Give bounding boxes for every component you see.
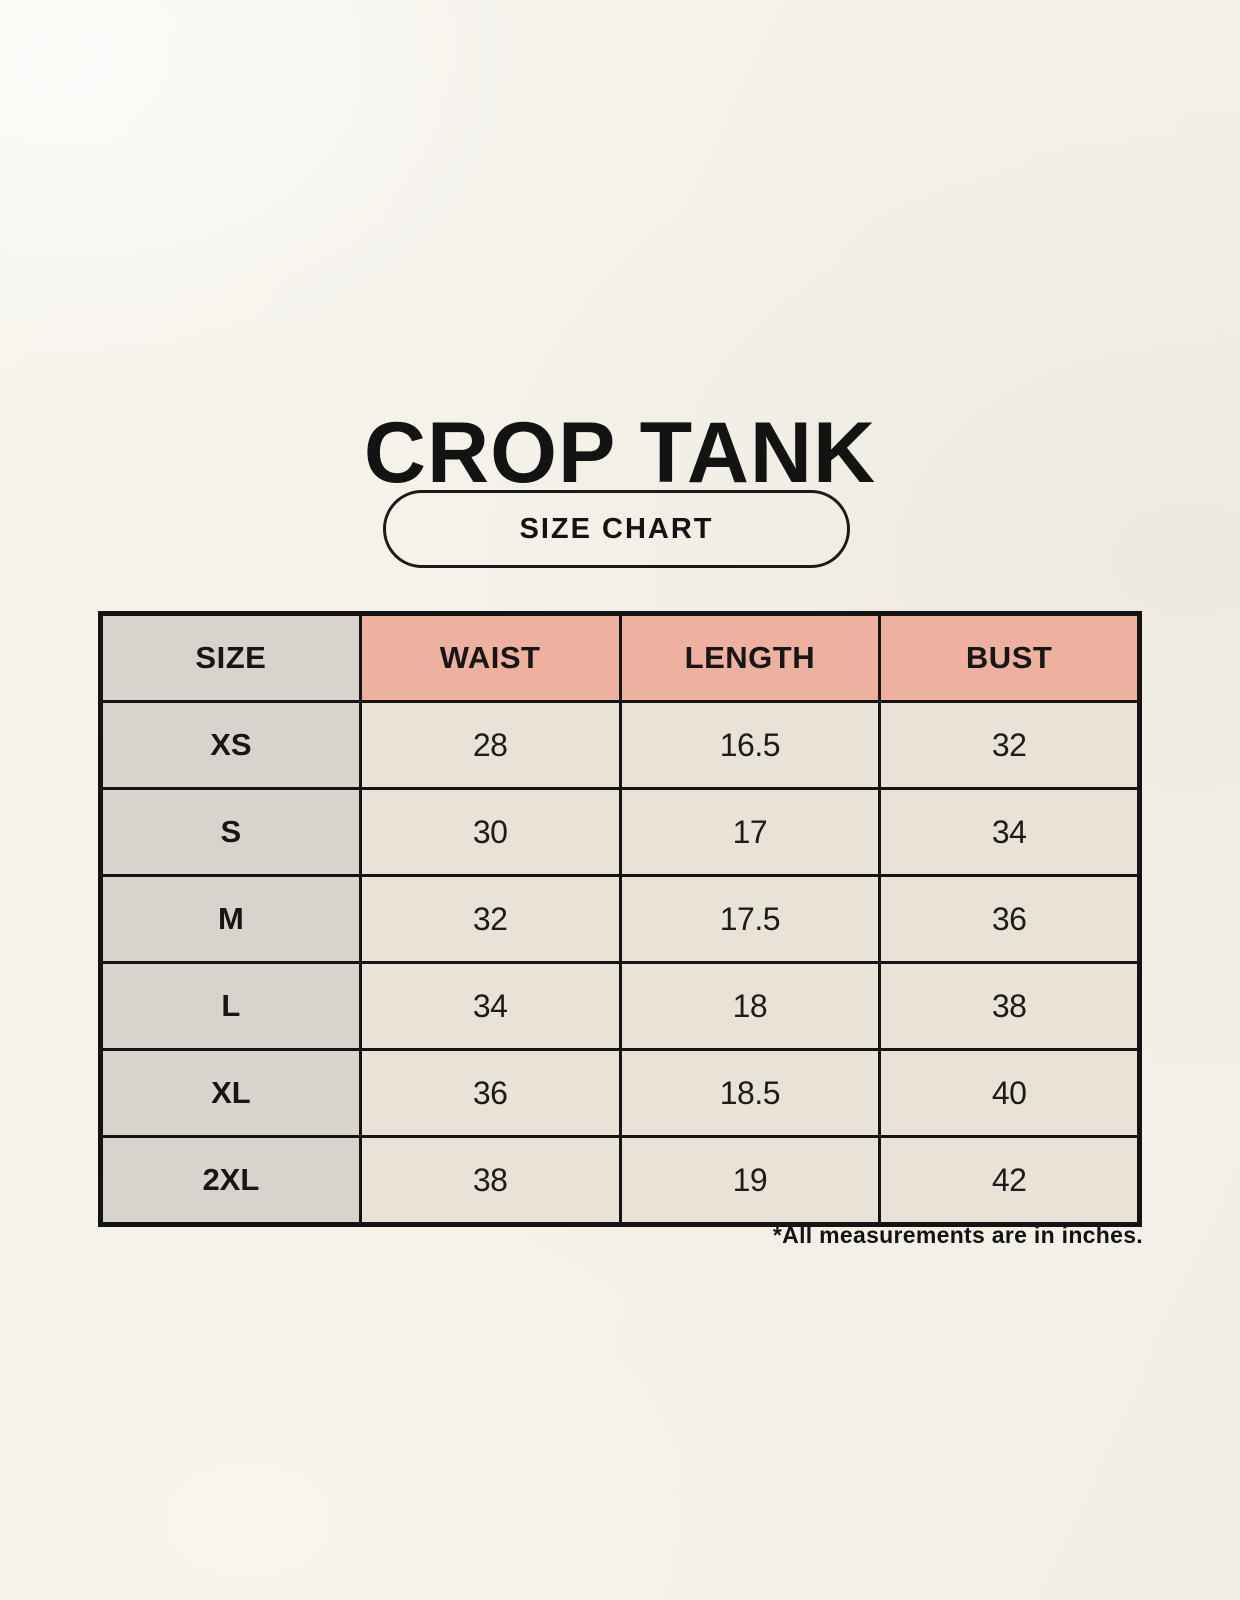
cell-bust: 32 <box>878 700 1141 790</box>
row-label-l: L <box>99 961 362 1051</box>
size-chart-badge-label: SIZE CHART <box>519 512 714 545</box>
column-header-size: SIZE <box>99 612 362 703</box>
cell-waist: 30 <box>358 787 622 877</box>
column-header-waist: WAIST <box>358 612 622 703</box>
table-row: XS 28 16.5 32 <box>99 700 1141 790</box>
table-row: 2XL 38 19 42 <box>99 1135 1141 1226</box>
size-chart-badge: SIZE CHART <box>383 490 850 568</box>
cell-waist: 32 <box>358 874 622 964</box>
row-label-2xl: 2XL <box>99 1135 362 1226</box>
row-label-m: M <box>99 874 362 964</box>
measurements-footnote: *All measurements are in inches. <box>772 1222 1143 1248</box>
cell-bust: 38 <box>878 961 1141 1051</box>
cell-waist: 34 <box>358 961 622 1051</box>
table-row: M 32 17.5 36 <box>99 874 1141 964</box>
cell-bust: 42 <box>878 1135 1141 1226</box>
cell-bust: 40 <box>878 1048 1141 1138</box>
page-title: CROP TANK <box>363 404 877 501</box>
cell-waist: 28 <box>358 700 622 790</box>
table-row: L 34 18 38 <box>99 961 1141 1051</box>
cell-length: 18 <box>618 961 882 1051</box>
cell-bust: 36 <box>878 874 1141 964</box>
cell-waist: 38 <box>358 1135 622 1226</box>
table-row: XL 36 18.5 40 <box>99 1048 1141 1138</box>
table-header-row: SIZE WAIST LENGTH BUST <box>99 612 1141 703</box>
cell-length: 18.5 <box>618 1048 882 1138</box>
cell-length: 19 <box>618 1135 882 1226</box>
row-label-xs: XS <box>99 700 362 790</box>
cell-bust: 34 <box>878 787 1141 877</box>
row-label-xl: XL <box>99 1048 362 1138</box>
cell-length: 17 <box>618 787 882 877</box>
cell-length: 16.5 <box>618 700 882 790</box>
cell-length: 17.5 <box>618 874 882 964</box>
size-chart-table: SIZE WAIST LENGTH BUST XS 28 16.5 32 S 3… <box>98 611 1142 1227</box>
table-row: S 30 17 34 <box>99 787 1141 877</box>
column-header-length: LENGTH <box>618 612 882 703</box>
cell-waist: 36 <box>358 1048 622 1138</box>
column-header-bust: BUST <box>878 612 1141 703</box>
row-label-s: S <box>99 787 362 877</box>
